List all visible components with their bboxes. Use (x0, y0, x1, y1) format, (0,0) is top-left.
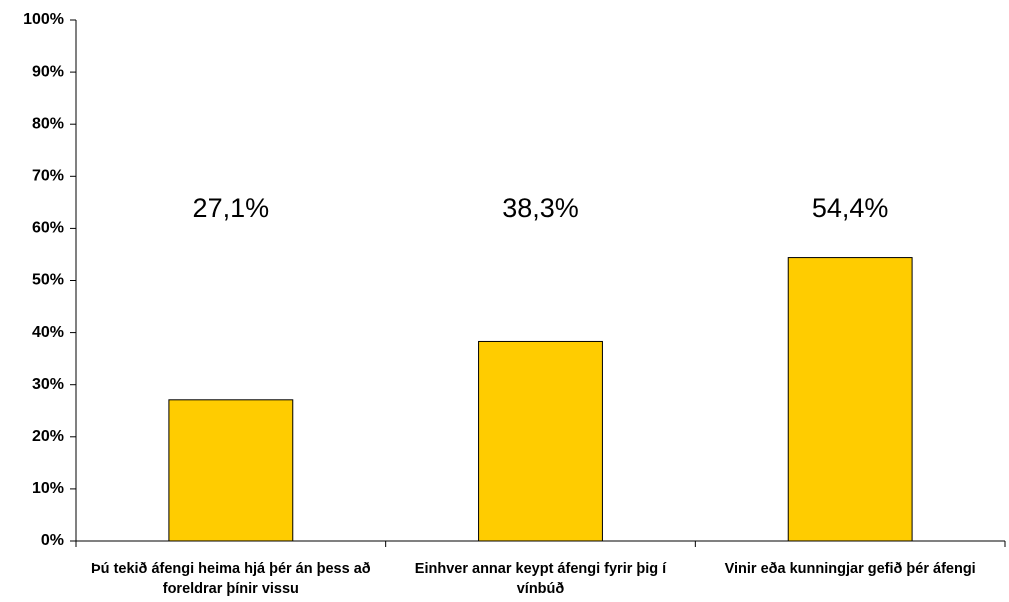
y-tick-label: 80% (32, 115, 64, 132)
y-tick-label: 100% (23, 11, 64, 28)
x-tick-label: Þú tekið áfengi heima hjá þér án þess að… (91, 561, 371, 597)
y-tick-label: 30% (32, 376, 64, 393)
y-tick-label: 40% (32, 324, 64, 341)
y-tick-label: 0% (41, 532, 64, 549)
y-tick-label: 50% (32, 272, 64, 289)
value-label: 38,3% (502, 193, 579, 223)
y-tick-label: 90% (32, 63, 64, 80)
bar (478, 340, 603, 542)
value-label: 54,4% (812, 193, 889, 223)
bar (787, 257, 913, 542)
x-tick-label: Einhver annar keypt áfengi fyrir þig í v… (414, 561, 667, 597)
bar (168, 399, 294, 542)
y-tick-label: 20% (32, 428, 64, 445)
y-tick-label: 60% (32, 220, 64, 237)
x-tick-label: Vinir eða kunningjar gefið þér áfengi (724, 561, 976, 577)
y-tick-label: 10% (32, 480, 64, 497)
value-label: 27,1% (193, 193, 270, 223)
y-tick-label: 70% (32, 168, 64, 185)
